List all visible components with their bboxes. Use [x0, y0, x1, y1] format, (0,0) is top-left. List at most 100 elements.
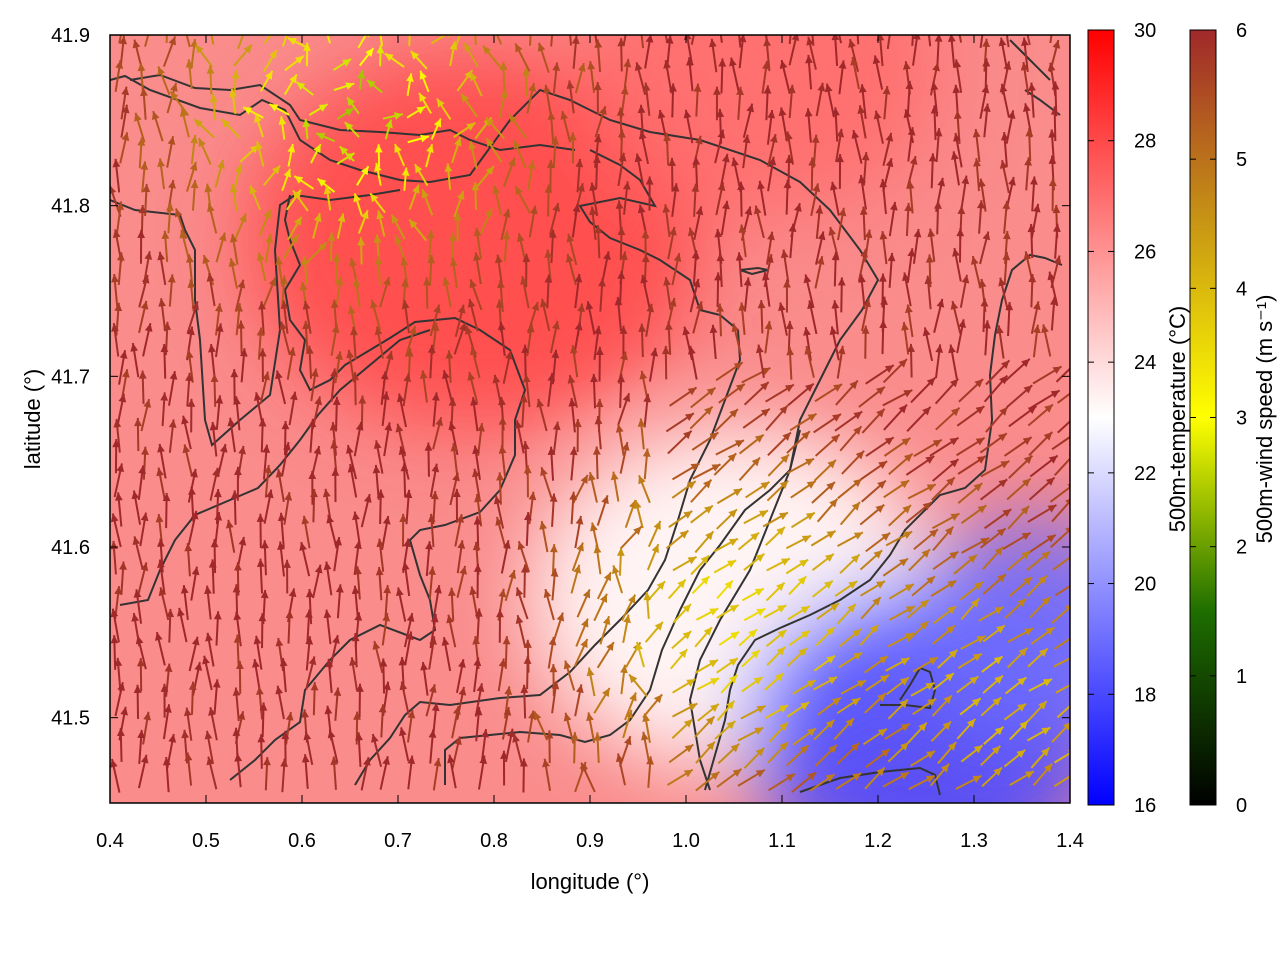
wind-arrow-head [191, 636, 200, 646]
wind-arrow [981, 766, 1003, 788]
wind-arrow-head [930, 105, 939, 114]
wind-arrow [667, 578, 687, 600]
wind-arrow-head [788, 10, 796, 18]
wind-arrow [713, 452, 737, 476]
wind-arrow [984, 508, 1012, 530]
wind-arrow-head [473, 657, 482, 667]
wind-arrow [332, 396, 341, 432]
wind-arrow [157, 251, 167, 286]
wind-arrow [329, 634, 340, 669]
wind-arrow-head [515, 615, 524, 624]
wind-arrow [767, 741, 789, 764]
wind-arrow-head [1049, 296, 1058, 306]
wind-arrow [477, 423, 485, 456]
wind-arrow [834, 580, 858, 597]
wind-arrow [330, 324, 340, 357]
wind-arrow [473, 227, 482, 259]
wind-arrow-head [116, 252, 125, 261]
wind-arrow-head [323, 185, 332, 195]
wind-arrow-head [114, 302, 123, 312]
wind-arrow-head [454, 137, 462, 147]
wind-arrow [427, 513, 436, 548]
wind-arrow [574, 684, 584, 717]
wind-arrow [669, 648, 688, 670]
wind-arrow-head [884, 365, 894, 373]
wind-arrow-shaft [569, 35, 573, 46]
wind-arrow-shaft [1057, 419, 1070, 434]
wind-arrow-shaft [690, 35, 695, 45]
wind-arrow [831, 251, 840, 287]
wind-arrow-head [751, 457, 761, 467]
wind-arrow [862, 727, 888, 746]
wind-arrow [544, 184, 553, 217]
wind-arrow [376, 538, 385, 572]
wind-arrow [1029, 389, 1061, 409]
wind-arrow-head [427, 344, 436, 354]
wind-arrow-head [243, 107, 253, 115]
wind-arrow [237, 320, 246, 354]
wind-arrow [691, 431, 719, 451]
wind-arrow [907, 343, 916, 378]
wind-arrow-head [782, 432, 791, 441]
wind-arrow-head [237, 279, 246, 289]
wind-arrow-head [209, 93, 218, 103]
wind-arrow-head [757, 300, 766, 309]
wind-arrow [449, 41, 458, 67]
wind-arrow-head [1052, 366, 1062, 375]
wind-arrow-shaft [263, 35, 272, 45]
wind-arrow [162, 704, 172, 740]
wind-arrow-head [1045, 627, 1055, 636]
wind-arrow-head [528, 83, 537, 92]
wind-arrow [731, 323, 742, 356]
wind-arrow-head [399, 513, 408, 522]
wind-arrow [249, 185, 262, 211]
wind-arrow-head [804, 345, 813, 355]
wind-arrow-head [288, 347, 296, 356]
wind-arrow-head [168, 36, 176, 46]
wind-arrow-head [115, 60, 124, 69]
wind-arrow-head [1023, 576, 1032, 586]
wind-arrow [696, 607, 719, 621]
wind-arrow-head [900, 657, 910, 666]
wind-arrow-head [993, 656, 1003, 665]
wind-arrow-head [385, 119, 393, 129]
wind-arrow-head [382, 515, 391, 525]
wind-arrow [882, 358, 908, 384]
wind-arrow [933, 298, 945, 334]
wind-arrow-head [756, 705, 766, 714]
wind-arrow-head [376, 489, 385, 498]
wind-arrow-head [724, 580, 733, 590]
wind-arrow-head [157, 66, 165, 76]
wind-arrow-head [1050, 106, 1059, 115]
wind-arrow-head [237, 320, 246, 329]
wind-arrow-head [832, 697, 841, 706]
wind-arrow [742, 103, 755, 138]
wind-arrow [370, 299, 382, 331]
wind-arrow-head [857, 680, 867, 688]
wind-arrow [765, 629, 788, 648]
wind-arrow-head [452, 488, 461, 498]
wind-arrow [1008, 454, 1034, 479]
wind-arrow-head [550, 568, 559, 577]
wind-arrow [187, 398, 196, 433]
wind-arrow-head [138, 205, 147, 214]
wind-arrow-head [976, 635, 986, 644]
wind-arrow-head [807, 728, 816, 737]
wind-arrow-head [523, 512, 532, 521]
wind-arrow [275, 468, 285, 503]
wind-arrow-head [181, 415, 189, 425]
wind-arrow-head [736, 86, 744, 96]
wind-arrow-head [401, 167, 410, 176]
wind-arrow [571, 542, 584, 572]
wind-arrow-head [903, 109, 912, 119]
wind-arrow-head [668, 157, 677, 167]
wind-arrow [544, 274, 553, 309]
wind-arrow-head [351, 372, 360, 381]
wind-arrow [642, 693, 663, 719]
wind-arrow-head [669, 226, 677, 236]
wind-arrow-head [853, 478, 862, 487]
wind-arrow-head [278, 116, 287, 125]
wind-arrow [841, 450, 865, 475]
wind-arrow [502, 636, 511, 669]
